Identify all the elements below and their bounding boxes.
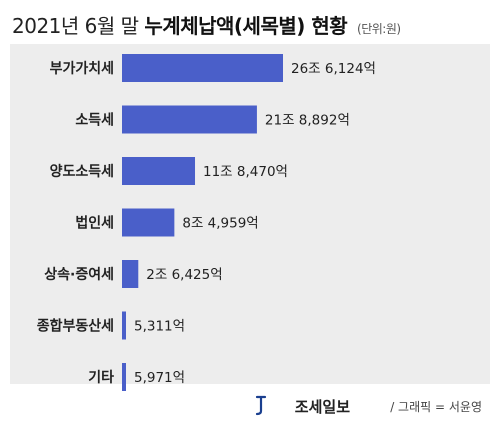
bar — [122, 363, 126, 391]
chart-panel — [10, 44, 490, 384]
brand-name: 조세일보 — [294, 398, 350, 416]
chart-title: 2021년 6월 말 누계체납액(세목별) 현황 (단위:원) — [12, 10, 401, 39]
category-label: 법인세 — [75, 215, 114, 232]
category-label: 소득세 — [75, 113, 114, 129]
value-label: 26조 6,124억 — [291, 61, 376, 77]
bar — [122, 260, 139, 288]
category-label: 상속·증여세 — [44, 266, 114, 283]
graphic-credit: / 그래픽 = 서윤영 — [390, 400, 482, 414]
bar — [122, 311, 126, 340]
value-label: 5,971억 — [134, 370, 185, 386]
title-unit: (단위:원) — [357, 22, 401, 36]
bar — [122, 105, 257, 134]
value-label: 2조 6,425억 — [146, 267, 222, 283]
brand-logo-icon — [255, 395, 267, 416]
category-label: 양도소득세 — [50, 164, 114, 180]
value-label: 21조 8,892억 — [265, 113, 350, 129]
bar — [122, 208, 175, 237]
category-label: 부가가치세 — [50, 61, 114, 77]
value-label: 5,311억 — [134, 319, 185, 335]
footer: 조세일보 / 그래픽 = 서윤영 — [0, 392, 500, 426]
bar — [122, 54, 283, 82]
title-main: 2021년 6월 말 — [12, 14, 139, 38]
value-label: 8조 4,959억 — [182, 216, 258, 232]
bar — [122, 157, 196, 185]
category-label: 기타 — [88, 370, 114, 386]
title-bold: 누계체납액(세목별) 현황 — [144, 14, 348, 38]
category-label: 종합부동산세 — [37, 318, 114, 335]
value-label: 11조 8,470억 — [203, 164, 288, 180]
